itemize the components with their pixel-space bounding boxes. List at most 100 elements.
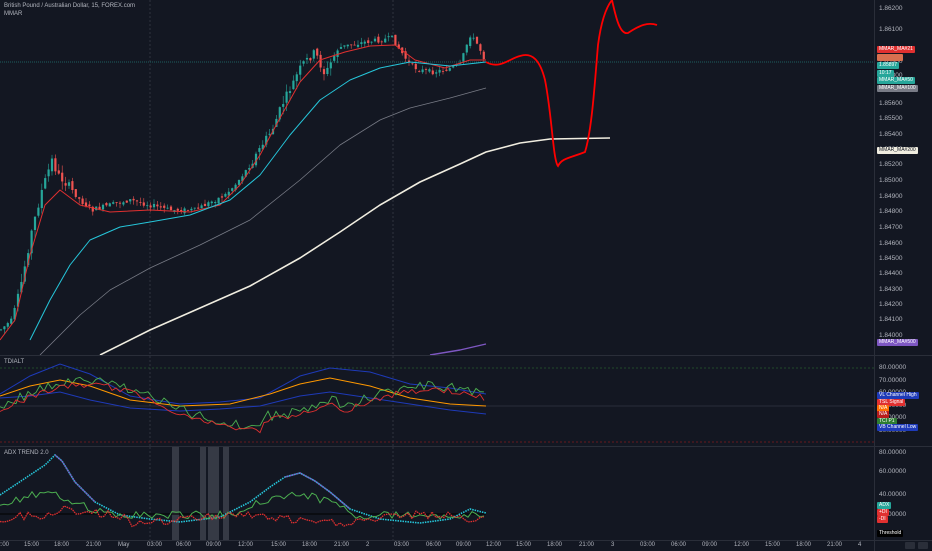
candle-body bbox=[462, 53, 465, 62]
price-tick-label: 1.85200 bbox=[879, 161, 903, 168]
time-tick-label: 2 bbox=[366, 542, 370, 548]
threshold-band bbox=[215, 447, 219, 540]
candle-body bbox=[146, 205, 149, 207]
price-tick-label: 1.85500 bbox=[879, 115, 903, 122]
candle-body bbox=[390, 35, 394, 37]
candle-body bbox=[309, 58, 312, 61]
candle-body bbox=[81, 198, 84, 204]
adx-chart[interactable] bbox=[0, 447, 874, 540]
tdi-tag: VB Channel Low bbox=[877, 424, 919, 431]
tdi-tag: TCI P1 bbox=[877, 418, 897, 425]
candle-body bbox=[169, 206, 173, 211]
candle-body bbox=[50, 158, 54, 172]
candle-body bbox=[465, 44, 468, 53]
time-axis[interactable]: 12:00 15:00 18:00 21:00 May 03:00 06:00 09:00 12… bbox=[0, 540, 874, 551]
adx-tick-label: 60.00000 bbox=[879, 468, 907, 475]
price-axis[interactable]: 1.862001.861001.859001.858001.857001.856… bbox=[874, 0, 932, 355]
log-icon[interactable] bbox=[918, 542, 928, 549]
candle-body bbox=[237, 179, 241, 185]
time-tick-label: 15:00 bbox=[765, 542, 781, 548]
tdi-axis[interactable]: 80.0000070.0000060.0000050.0000040.00000… bbox=[874, 356, 932, 446]
threshold-band bbox=[223, 447, 229, 540]
adx-tag: -DI bbox=[877, 516, 888, 523]
candle-body bbox=[482, 51, 485, 60]
pane-divider[interactable] bbox=[0, 355, 932, 356]
candle-body bbox=[183, 208, 186, 214]
candle-body bbox=[163, 205, 166, 208]
time-tick-label: 09:00 bbox=[206, 542, 222, 548]
time-tick-label: 12:00 bbox=[0, 542, 10, 548]
candle-body bbox=[377, 36, 380, 43]
adx-axis[interactable]: 80.00000 60.00000 40.00000 20.00000 ADX +DI -D… bbox=[874, 447, 932, 540]
candle-body bbox=[54, 158, 57, 172]
candle-body bbox=[346, 44, 349, 47]
candle-body bbox=[149, 205, 152, 208]
time-tick-label: 3 bbox=[611, 542, 615, 548]
candle-body bbox=[431, 70, 434, 75]
time-tick-label: 12:00 bbox=[734, 542, 750, 548]
candle-body bbox=[452, 66, 455, 68]
candle-body bbox=[316, 48, 319, 56]
threshold-band bbox=[172, 447, 179, 540]
adx-tag: Threshold bbox=[877, 530, 904, 537]
price-tag: 1.85897 bbox=[877, 62, 900, 69]
candle-body bbox=[176, 208, 179, 211]
price-tag: MMAR_MA#21 bbox=[877, 46, 915, 53]
axis-corner bbox=[874, 540, 932, 551]
candle-body bbox=[312, 50, 315, 59]
candle-body bbox=[248, 168, 251, 170]
tdi-tick-label: 70.00000 bbox=[879, 377, 907, 384]
pane-divider[interactable] bbox=[0, 446, 932, 447]
candle-body bbox=[64, 183, 67, 186]
candle-body bbox=[469, 37, 472, 47]
main-chart-pane[interactable]: British Pound / Australian Dollar, 15, F… bbox=[0, 0, 874, 355]
adx-tick-label: 20.00000 bbox=[879, 511, 907, 518]
candle-body bbox=[20, 281, 23, 293]
candle-body bbox=[384, 38, 387, 43]
candle-body bbox=[418, 71, 421, 72]
candle-body bbox=[288, 91, 292, 94]
ma50-line bbox=[29, 61, 487, 341]
price-tag: MMAR_MA#100 bbox=[877, 85, 918, 92]
candle-body bbox=[40, 189, 43, 209]
adx-tag: ADX bbox=[877, 502, 892, 509]
candle-body bbox=[448, 68, 451, 71]
time-tick-label: May bbox=[118, 542, 130, 548]
candle-body bbox=[363, 41, 366, 44]
price-tick-label: 1.84400 bbox=[879, 270, 903, 277]
tdi-chart[interactable] bbox=[0, 356, 874, 446]
candle-body bbox=[44, 178, 47, 189]
gear-icon[interactable] bbox=[905, 542, 915, 549]
candle-body bbox=[224, 193, 227, 197]
time-tick-label: 18:00 bbox=[796, 542, 812, 548]
candle-body bbox=[193, 207, 196, 209]
adx-line bbox=[0, 453, 487, 524]
time-tick-label: 06:00 bbox=[176, 542, 192, 548]
price-tick-label: 1.84300 bbox=[879, 286, 903, 293]
tdi-signal-line bbox=[0, 382, 485, 434]
candle-body bbox=[329, 62, 332, 69]
candle-body bbox=[387, 36, 390, 38]
candle-body bbox=[370, 41, 373, 43]
candle-body bbox=[142, 202, 145, 206]
candle-body bbox=[88, 204, 91, 207]
candle-body bbox=[105, 203, 108, 206]
tdi-tag: N/A bbox=[877, 411, 890, 418]
vb-channel-low bbox=[0, 391, 487, 415]
candle-body bbox=[441, 71, 445, 72]
candle-body bbox=[295, 74, 298, 82]
tdi-pane[interactable]: TDIALT bbox=[0, 356, 874, 446]
candle-body bbox=[285, 91, 288, 103]
price-tick-label: 1.84900 bbox=[879, 193, 903, 200]
candle-body bbox=[220, 196, 224, 198]
candle-body bbox=[339, 47, 343, 49]
candle-body bbox=[115, 202, 118, 203]
candle-body bbox=[350, 44, 353, 46]
candle-body bbox=[67, 182, 71, 186]
candle-body bbox=[156, 204, 159, 207]
price-chart[interactable] bbox=[0, 0, 874, 355]
ma500-line bbox=[429, 343, 487, 355]
candle-body bbox=[367, 40, 370, 43]
candle-body bbox=[166, 207, 169, 209]
adx-pane[interactable]: ADX TREND 2.0 bbox=[0, 447, 874, 540]
